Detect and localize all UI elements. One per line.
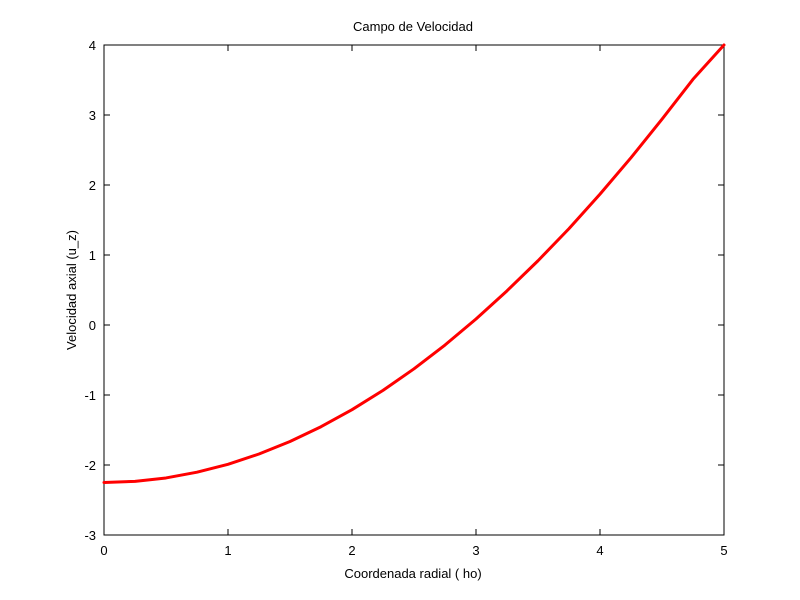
x-tick-label: 0	[100, 543, 107, 558]
x-axis-label: Coordenada radial ( ho)	[344, 566, 481, 581]
y-tick-label: 4	[89, 38, 96, 53]
x-tick-label: 2	[348, 543, 355, 558]
y-tick-label: 0	[89, 318, 96, 333]
x-tick-label: 3	[472, 543, 479, 558]
series-layer	[102, 43, 726, 484]
chart-title: Campo de Velocidad	[353, 19, 473, 34]
series-line	[102, 43, 726, 484]
y-tick-label: 1	[89, 248, 96, 263]
y-tick-label: 2	[89, 178, 96, 193]
y-tick-label: -1	[84, 388, 96, 403]
y-tick-label: -3	[84, 528, 96, 543]
axis-tick-labels: 0 1 2 3 4 5 -3 -2 -1 0 1 2 3 4	[84, 38, 727, 558]
y-axis-label: Velocidad axial (u_z)	[64, 230, 79, 350]
y-tick-label: 3	[89, 108, 96, 123]
x-tick-label: 1	[224, 543, 231, 558]
plot-frame	[103, 44, 725, 536]
y-tick-label: -2	[84, 458, 96, 473]
x-tick-label: 5	[720, 543, 727, 558]
x-tick-label: 4	[596, 543, 603, 558]
axis-ticks	[103, 44, 725, 536]
